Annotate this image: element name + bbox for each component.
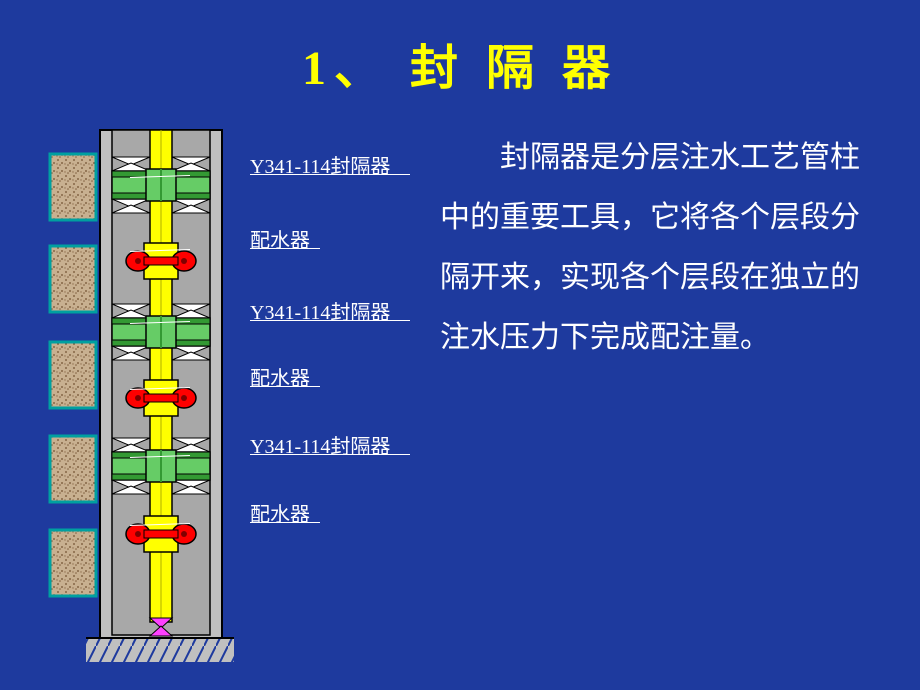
description-text: 封隔器是分层注水工艺管柱中的重要工具，它将各个层段分隔开来，实现各个层段在独立的… <box>440 118 920 678</box>
wellbore-svg <box>0 118 440 678</box>
leader-line <box>250 522 320 523</box>
page-title: 1、 封 隔 器 <box>0 0 920 98</box>
leader-line <box>250 174 410 175</box>
leader-line <box>250 248 320 249</box>
leader-line <box>250 320 410 321</box>
content-row: Y341-114封隔器配水器Y341-114封隔器配水器Y341-114封隔器配… <box>0 118 920 678</box>
leader-line <box>250 454 410 455</box>
diagram: Y341-114封隔器配水器Y341-114封隔器配水器Y341-114封隔器配… <box>0 118 440 678</box>
leader-line <box>250 386 320 387</box>
